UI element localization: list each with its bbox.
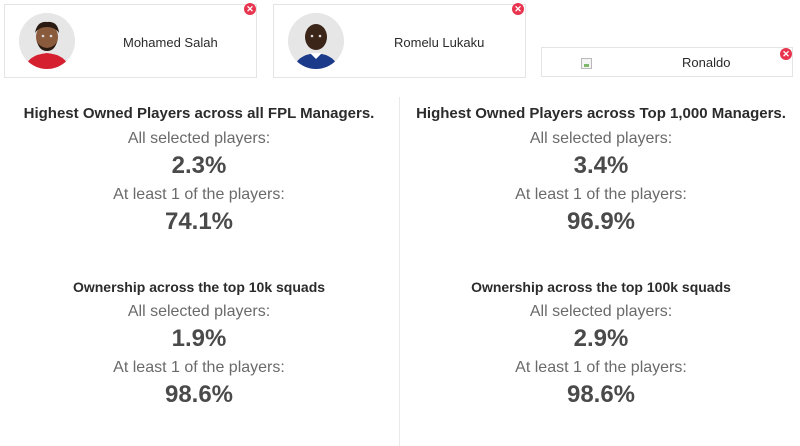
player-card-lukaku[interactable]: Romelu Lukaku	[273, 4, 526, 78]
player-name: Ronaldo	[682, 55, 731, 70]
player-avatar	[19, 13, 75, 69]
stat-label-one: At least 1 of the players:	[515, 186, 687, 203]
stat-value-one: 98.6%	[566, 381, 636, 408]
stat-value-one: 96.9%	[566, 208, 636, 235]
player-card-ronaldo[interactable]: Ronaldo	[541, 47, 793, 77]
column-divider	[399, 97, 400, 446]
broken-image-icon	[581, 58, 592, 69]
stat-label-all: All selected players:	[529, 130, 673, 147]
player-name: Romelu Lukaku	[394, 35, 485, 50]
stat-value-all: 2.3%	[171, 152, 227, 179]
stat-block-top-100k: Ownership across the top 100k squads All…	[402, 279, 800, 409]
stat-value-all: 1.9%	[171, 325, 227, 352]
remove-player-close-icon[interactable]: ✕	[780, 48, 792, 60]
player-card-salah[interactable]: Mohamed Salah	[4, 4, 257, 78]
remove-player-close-icon[interactable]: ✕	[244, 3, 256, 15]
remove-player-close-icon[interactable]: ✕	[512, 3, 524, 15]
stat-title: Ownership across the top 100k squads	[471, 279, 731, 295]
stat-block-top-10k: Ownership across the top 10k squads All …	[0, 279, 398, 409]
stat-title: Highest Owned Players across all FPL Man…	[23, 105, 375, 122]
stat-label-one: At least 1 of the players:	[113, 186, 285, 203]
stat-value-all: 3.4%	[573, 152, 629, 179]
stat-label-all: All selected players:	[127, 303, 271, 320]
stat-value-one: 98.6%	[164, 381, 234, 408]
stat-label-one: At least 1 of the players:	[515, 359, 687, 376]
stat-label-all: All selected players:	[127, 130, 271, 147]
stat-title: Ownership across the top 10k squads	[72, 279, 326, 295]
stat-title: Highest Owned Players across Top 1,000 M…	[416, 105, 786, 122]
player-avatar	[288, 13, 344, 69]
stat-label-all: All selected players:	[529, 303, 673, 320]
player-name: Mohamed Salah	[123, 35, 218, 50]
stat-block-top-1000: Highest Owned Players across Top 1,000 M…	[402, 105, 800, 236]
stat-block-all-managers: Highest Owned Players across all FPL Man…	[0, 105, 398, 236]
stat-label-one: At least 1 of the players:	[113, 359, 285, 376]
stat-value-all: 2.9%	[573, 325, 629, 352]
stat-value-one: 74.1%	[164, 208, 234, 235]
